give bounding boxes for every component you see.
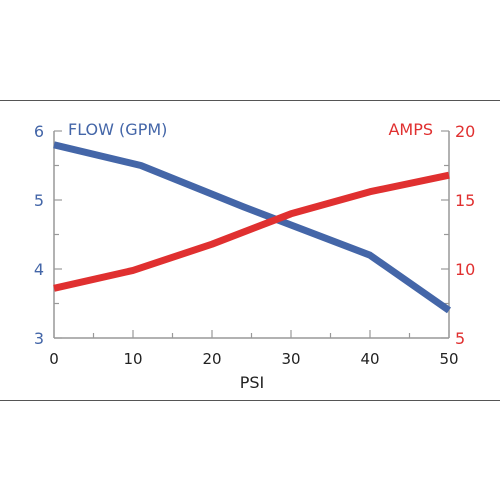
x-tick-label: 0 — [49, 350, 59, 368]
series-lines — [53, 141, 452, 314]
left-axis-title: FLOW (GPM) — [68, 120, 167, 139]
right-axis-title: AMPS — [388, 120, 433, 139]
right-tick-label: 20 — [455, 122, 475, 141]
x-tick-label: 20 — [202, 350, 221, 368]
x-axis-title: PSI — [240, 373, 265, 392]
left-tick-label: 6 — [34, 122, 44, 141]
x-tick-label: 10 — [123, 350, 142, 368]
x-tick-label: 30 — [281, 350, 300, 368]
left-tick-label: 5 — [34, 191, 44, 210]
left-tick-label: 3 — [34, 329, 44, 348]
x-tick-label: 40 — [360, 350, 379, 368]
right-tick-label: 5 — [455, 329, 465, 348]
flow-series-line — [53, 141, 452, 314]
right-tick-label: 10 — [455, 260, 475, 279]
frame-bottom-rule — [0, 400, 500, 401]
right-tick-label: 15 — [455, 191, 475, 210]
tick-marks: 0 10 20 30 40 50 3 4 5 6 5 10 15 20 — [34, 122, 476, 368]
frame-top-rule — [0, 100, 500, 101]
amps-series-line — [53, 171, 450, 292]
x-tick-label: 50 — [439, 350, 458, 368]
axis-labels: FLOW (GPM) AMPS PSI — [68, 120, 433, 392]
left-tick-label: 4 — [34, 260, 44, 279]
